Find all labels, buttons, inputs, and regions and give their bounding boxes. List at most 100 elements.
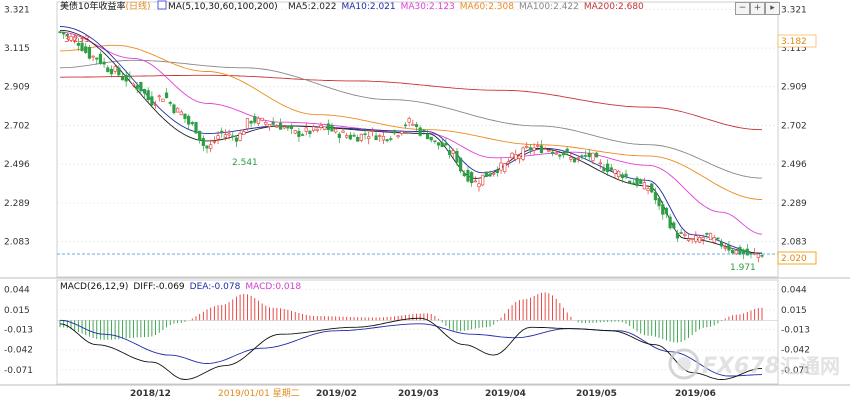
ma100-line [59,59,763,179]
candle-body [455,150,459,163]
y-tick-right: 2.083 [781,238,807,248]
candle-body [595,152,599,158]
candle-body [113,66,117,72]
candle-body [378,135,382,137]
y-ticks-right: 3.321 3.115 2.909 2.702 2.496 2.289 2.083 [781,5,807,247]
candle-body [705,232,709,235]
candle-body [495,170,499,174]
candle-body [389,138,393,140]
macd-tick-left: 0.015 [4,306,30,316]
candle-body [576,157,580,160]
macd-tick-left: -0.071 [4,366,33,376]
dea-line [59,319,763,377]
candle-body [256,117,261,124]
x-label-2019-05: 2019/05 [576,389,617,399]
candle-body [153,104,158,106]
candle-body [87,46,92,59]
candle-body [242,131,246,135]
candle-body [708,232,713,240]
x-label-2019-01-01: 2019/01/01 星期二 [218,388,300,399]
candle-body [745,248,749,256]
candle-body [370,130,375,133]
ma-value-item: MA10:2.021 [341,2,395,12]
candle-body [381,135,386,141]
candle-body [569,157,573,160]
candle-body [120,76,125,81]
candle-body [749,252,753,255]
right-marker-box [777,34,817,48]
candle-body [425,133,430,140]
candle-body [477,183,481,188]
candle-body [624,173,628,178]
candle-body [91,55,95,58]
candle-body [65,34,69,36]
candle-body [286,126,290,129]
candle-body [503,163,507,173]
candle-body [234,137,239,142]
candle-body [293,130,297,134]
current-price-label: 2.020 [781,254,807,264]
candle-body [547,150,551,152]
candle-body [418,127,422,136]
candle-body [517,155,522,159]
candle-body [227,133,231,136]
candle-body [385,139,389,142]
candle-body [683,233,687,236]
candle-body [730,249,735,254]
candle-body [356,137,360,142]
candle-body [407,118,411,123]
candle-body [543,148,547,151]
candle-body [142,88,147,94]
candle-body [315,128,319,131]
zoom-in-button[interactable]: + [750,2,765,15]
candle-body [352,134,356,137]
candle-body [198,130,202,141]
macd-tick-left: -0.013 [4,325,33,335]
y-tick-right: 3.321 [781,5,807,15]
candle-body [117,67,121,76]
candle-body [650,183,654,193]
candle-body [451,150,455,154]
candle-body [606,163,610,172]
macd-grid [57,289,778,371]
y-tick-right: 2.909 [781,83,807,93]
candle-body [727,244,731,251]
candle-body [176,107,180,113]
candle-body [374,135,378,141]
scroll-right-button[interactable]: ▸ [765,2,780,15]
candle-body [422,129,426,132]
candle-body [473,180,477,183]
macd-tick-right: 0.015 [781,306,807,316]
candle-body [470,172,474,184]
candle-body [444,142,448,146]
candle-body [312,126,316,131]
candle-body [664,207,669,215]
candle-body [341,130,345,133]
candle-body [201,138,205,147]
candle-body [131,83,136,86]
candle-body [62,31,66,35]
main-grid [57,8,778,243]
candle-body [620,174,624,179]
macd-ticks-left: 0.044 0.015 -0.013 -0.042 -0.071 [4,286,33,376]
candle-body [238,132,242,141]
zoom-out-button[interactable]: − [735,2,750,15]
candle-body [223,134,227,138]
candle-body [675,233,680,239]
candle-body [249,120,253,124]
candle-body [697,237,702,243]
candle-body [348,134,352,140]
candle-body [661,204,665,215]
ma-legend-swatch[interactable] [157,0,167,10]
candle-body [532,147,536,151]
y-tick-right: 3.115 [781,44,807,54]
candle-body [69,35,73,41]
candle-body [297,131,301,137]
candle-body [245,118,250,129]
macd-tick-left: 0.044 [4,286,30,296]
ma-value-item: MA60:2.308 [460,2,514,12]
x-label-2018-12: 2018/12 [130,389,171,399]
candle-body [506,161,510,164]
high-annotation: 3.233 [64,35,90,45]
